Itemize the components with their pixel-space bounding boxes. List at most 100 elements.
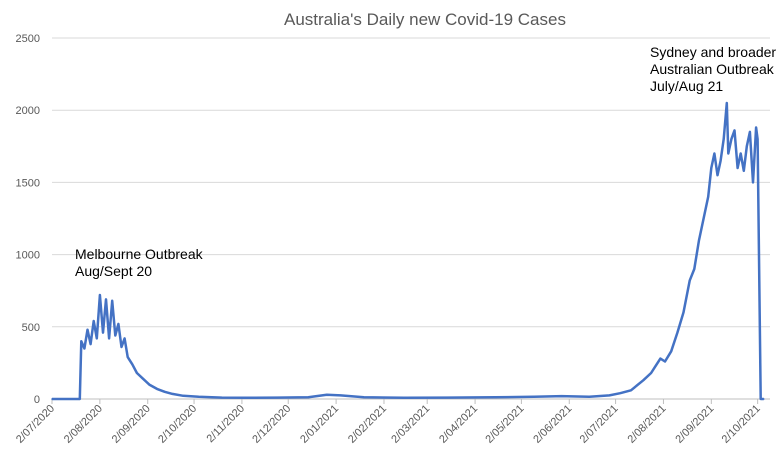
data-point (698, 239, 700, 241)
data-point (92, 320, 95, 322)
x-tick-label: 2/01/2021 (298, 403, 341, 446)
y-tick-label: 500 (22, 322, 40, 334)
data-point (99, 294, 101, 296)
x-tick-label: 2/08/2020 (62, 403, 105, 446)
data-point (182, 395, 185, 397)
annotation-line: July/Aug 21 (650, 78, 723, 94)
data-point (120, 346, 123, 348)
data-point (630, 389, 632, 392)
x-tick-label: 2/04/2021 (437, 403, 480, 446)
data-point (619, 392, 622, 395)
x-tick-label: 2/11/2020 (205, 403, 248, 446)
data-point (664, 360, 666, 363)
y-tick-label: 2000 (16, 105, 40, 117)
annotation: Melbourne Outbreak Aug/Sept 20 (75, 246, 204, 279)
data-point (763, 398, 765, 400)
data-point (86, 328, 89, 331)
annotation: Sydney and broader Australian Outbreak Jul… (650, 44, 776, 94)
data-point (326, 393, 328, 396)
y-tick-label: 1500 (16, 177, 40, 189)
data-point (156, 388, 158, 390)
data-point (131, 363, 134, 366)
x-tick-label: 2/09/2020 (110, 403, 153, 446)
data-point (102, 331, 104, 334)
data-point (659, 357, 662, 360)
data-point (654, 364, 657, 367)
data-point (756, 138, 759, 140)
data-point (245, 397, 248, 399)
data-point (739, 152, 742, 155)
x-tick-label: 2/02/2021 (346, 403, 389, 446)
data-point (742, 170, 745, 172)
data-point (108, 337, 110, 340)
data-point (608, 394, 611, 397)
data-point (752, 181, 754, 184)
data-point (560, 395, 563, 397)
data-point (363, 396, 365, 399)
data-point (746, 145, 748, 148)
data-point (142, 377, 144, 380)
data-point (105, 298, 107, 301)
y-tick-label: 2500 (16, 33, 40, 45)
data-point (111, 300, 114, 302)
data-point (722, 138, 725, 140)
data-point (117, 323, 120, 325)
data-point (197, 396, 200, 398)
x-tick-label: 2/07/2021 (578, 403, 621, 446)
annotation-line: Aug/Sept 20 (75, 263, 152, 279)
data-point (123, 337, 126, 340)
x-tick-label: 2/06/2021 (531, 403, 574, 446)
data-point (650, 372, 652, 374)
data-point (148, 383, 151, 386)
data-point (733, 129, 736, 132)
data-point (136, 372, 138, 374)
data-point (707, 196, 710, 198)
data-point (171, 393, 174, 395)
data-point (713, 152, 716, 155)
data-point (403, 397, 405, 399)
data-point (588, 396, 591, 398)
data-point (276, 396, 279, 399)
annotation-line: Australian Outbreak (650, 61, 775, 77)
data-point (759, 398, 762, 400)
data-point (725, 102, 728, 104)
data-point (532, 396, 535, 398)
data-point (78, 398, 81, 400)
annotation-line: Sydney and broader (650, 44, 776, 60)
x-axis: 2/07/2020 2/08/2020 2/09/2020 2/10/2020 2/11… (14, 398, 770, 446)
data-point (51, 398, 53, 400)
data-point (710, 167, 713, 169)
x-tick-label: 2/05/2021 (483, 403, 526, 446)
x-tick-label: 2/10/2020 (156, 403, 199, 446)
y-gridlines (52, 37, 770, 328)
data-point (736, 167, 739, 169)
data-point (80, 340, 83, 343)
data-point (730, 138, 733, 140)
data-point (446, 396, 449, 399)
data-point (755, 126, 757, 129)
y-axis: 0 500 1000 1500 2000 2500 (16, 33, 40, 406)
data-point (682, 311, 685, 314)
data-point (642, 379, 645, 382)
annotation-line: Melbourne Outbreak (75, 246, 204, 262)
y-tick-label: 0 (34, 394, 40, 406)
data-point (749, 131, 751, 133)
data-point (670, 350, 672, 353)
x-tick-label: 2/09/2021 (673, 403, 716, 446)
data-point (676, 331, 679, 334)
data-point (307, 396, 310, 399)
data-point (716, 174, 719, 176)
x-tick-label: 2/12/2020 (250, 403, 293, 446)
x-tick-label: 2/08/2021 (625, 403, 668, 446)
data-point (494, 396, 496, 399)
data-point (702, 217, 705, 220)
annotations: Melbourne Outbreak Aug/Sept 20 Sydney and … (75, 44, 776, 279)
data-point (89, 343, 92, 345)
data-point (83, 347, 86, 350)
data-point (693, 268, 696, 270)
x-tick-label: 2/03/2021 (389, 403, 432, 446)
data-point (163, 390, 166, 393)
data-point (727, 152, 730, 155)
